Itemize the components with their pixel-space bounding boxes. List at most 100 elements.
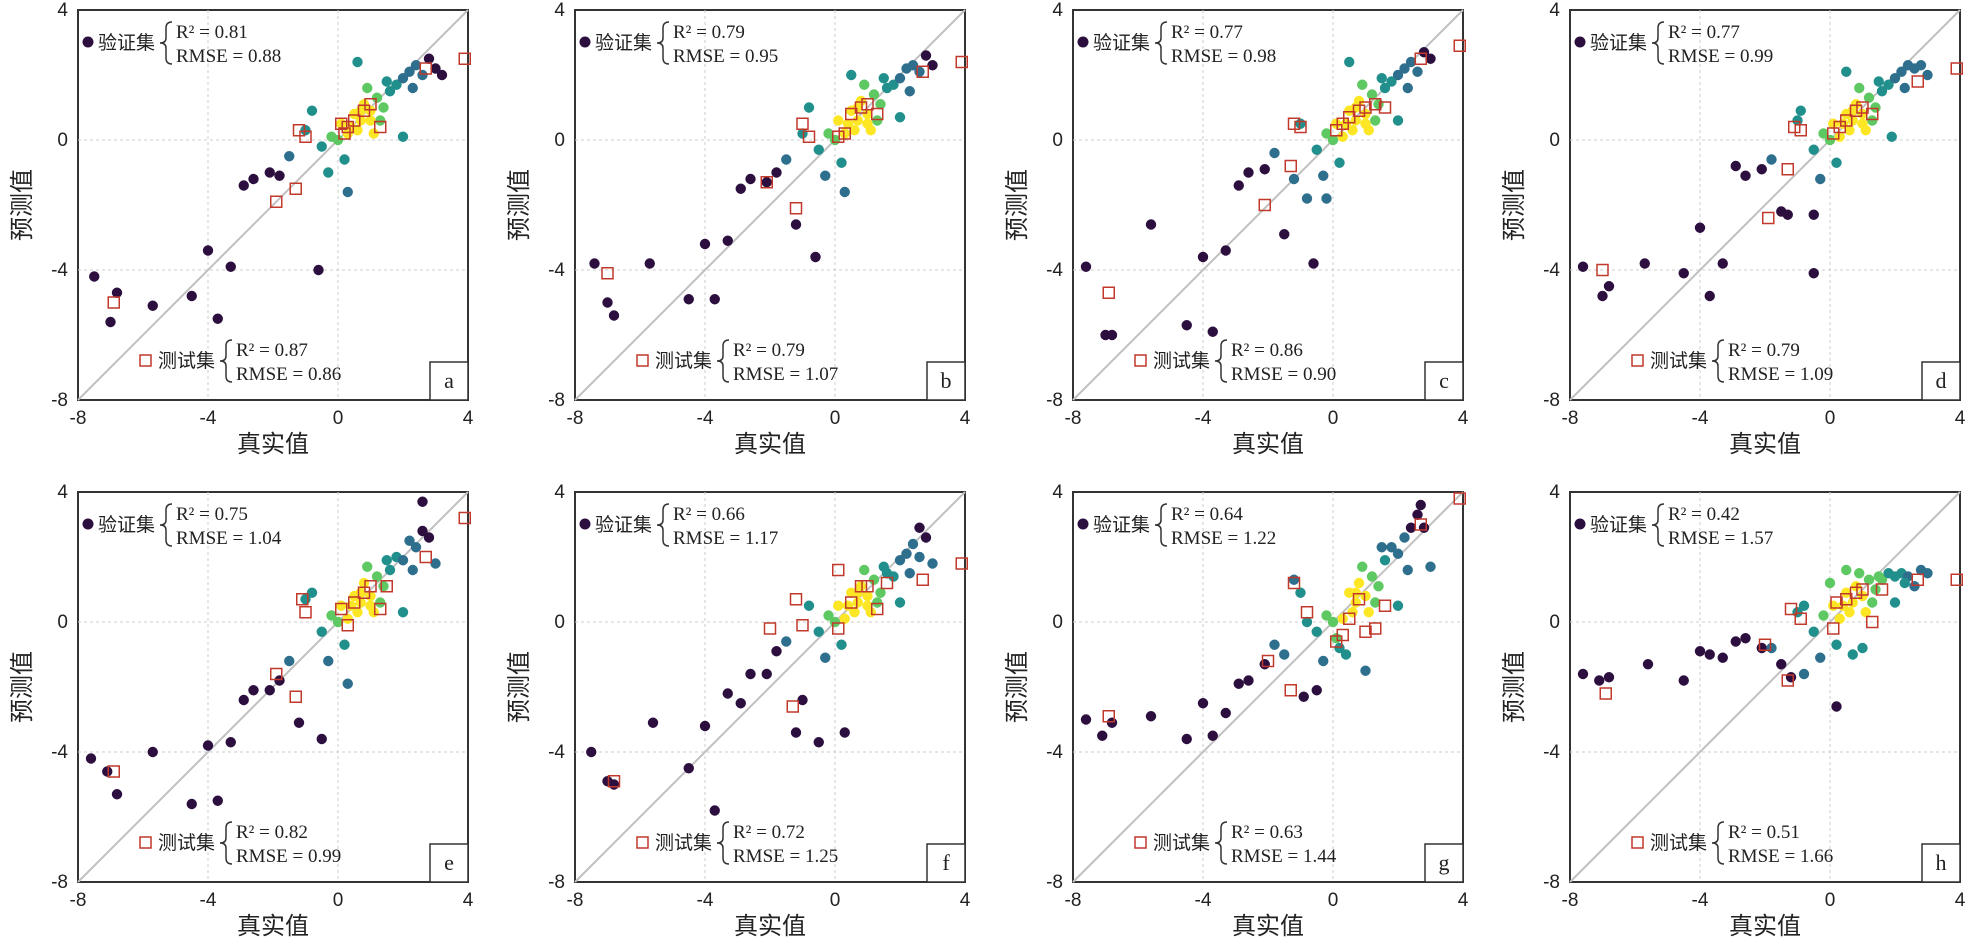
- test-point: [1359, 101, 1372, 114]
- validation-point: [105, 316, 116, 328]
- validation-point: [1197, 698, 1209, 709]
- x-tick-label: -8: [567, 408, 584, 429]
- y-tick-label: 0: [1052, 612, 1063, 633]
- test-point: [1414, 518, 1427, 531]
- validation-point: [1922, 568, 1933, 579]
- validation-rmse: RMSE = 0.99: [1668, 46, 1773, 67]
- validation-point: [342, 613, 353, 624]
- validation-point: [1831, 157, 1842, 168]
- validation-point: [797, 694, 808, 706]
- validation-point: [225, 261, 236, 272]
- validation-point: [1279, 649, 1290, 660]
- validation-point: [1347, 607, 1358, 618]
- validation-point: [868, 89, 880, 100]
- validation-legend-marker: [82, 518, 94, 530]
- test-point: [607, 775, 621, 788]
- y-axis-title: 预测值: [505, 651, 533, 723]
- validation-point: [1766, 642, 1777, 654]
- validation-point: [1730, 160, 1741, 172]
- test-point: [789, 593, 803, 606]
- validation-point: [1220, 245, 1231, 256]
- panel-letter: g: [1439, 850, 1450, 875]
- validation-point: [111, 789, 123, 800]
- validation-point: [202, 245, 214, 256]
- test-point: [861, 98, 874, 111]
- validation-point: [352, 56, 363, 68]
- validation-point: [300, 125, 311, 136]
- panel-letter-box: [926, 361, 966, 401]
- y-tick-label: 0: [1549, 612, 1560, 633]
- validation-point: [1097, 730, 1108, 741]
- x-axis-title: 真实值: [1232, 912, 1304, 940]
- validation-point: [813, 626, 824, 637]
- validation-point: [1318, 170, 1329, 181]
- test-point: [348, 596, 361, 609]
- validation-point: [875, 587, 886, 598]
- validation-legend-marker: [579, 36, 591, 48]
- test-point: [1414, 52, 1427, 65]
- test-rmse: RMSE = 0.99: [236, 846, 341, 867]
- validation-point: [859, 79, 870, 90]
- validation-point: [1344, 56, 1355, 68]
- scatter-panel-e: -8 -4 0 4 4 0 -4 -8 真实值 预测值 验证集 R² = 0.75 RMSE = 1.0…: [8, 484, 474, 940]
- y-tick-label: -4: [1543, 260, 1560, 281]
- x-tick-label: 4: [1458, 890, 1469, 911]
- scatter-panel-g: -8 -4 0 4 4 0 -4 -8 真实值 预测值 验证集 R² = 0.64 RMSE = 1.2…: [1003, 484, 1469, 940]
- x-tick-label: 4: [1458, 408, 1469, 429]
- test-point: [796, 619, 809, 632]
- validation-point: [1425, 53, 1436, 64]
- validation-point: [410, 60, 422, 71]
- validation-point: [1834, 613, 1845, 624]
- validation-point: [111, 287, 123, 298]
- validation-point: [1730, 636, 1741, 647]
- validation-point: [894, 555, 906, 566]
- test-point: [1284, 684, 1297, 697]
- validation-point: [417, 525, 428, 537]
- scatter-panel-c: -8 -4 0 4 4 0 -4 -8 真实值 预测值 验证集 R² = 0.77 RMSE = 0.9…: [1003, 2, 1469, 458]
- validation-point: [1327, 134, 1339, 146]
- validation-point: [1259, 164, 1270, 175]
- validation-point: [1318, 655, 1329, 667]
- x-axis-title: 真实值: [1729, 912, 1801, 940]
- validation-point: [823, 610, 834, 621]
- validation-point: [1360, 590, 1371, 602]
- x-tick-label: 0: [830, 408, 841, 429]
- validation-point: [1331, 633, 1342, 644]
- validation-point: [820, 170, 831, 181]
- validation-point: [1847, 649, 1858, 660]
- validation-point: [1886, 131, 1897, 142]
- legend-brace: [1154, 21, 1168, 65]
- validation-point: [1080, 261, 1092, 272]
- validation-legend-label: 验证集: [1093, 32, 1150, 54]
- validation-point: [1831, 639, 1842, 650]
- validation-point: [1357, 79, 1368, 90]
- validation-point: [894, 597, 906, 608]
- validation-point: [1334, 157, 1345, 168]
- validation-point: [323, 655, 334, 667]
- validation-point: [1818, 128, 1829, 139]
- validation-point: [1909, 581, 1920, 592]
- validation-point: [1243, 167, 1254, 178]
- test-r2: R² = 0.87: [236, 340, 308, 361]
- validation-point: [1399, 532, 1410, 543]
- validation-point: [1854, 82, 1865, 94]
- validation-point: [102, 766, 113, 777]
- validation-point: [1867, 597, 1878, 608]
- validation-point: [1863, 574, 1875, 585]
- validation-point: [839, 128, 850, 139]
- validation-point: [1844, 607, 1855, 618]
- test-point: [1369, 622, 1382, 635]
- validation-point: [1717, 652, 1728, 663]
- panel-letter: h: [1936, 850, 1947, 875]
- validation-point: [1824, 577, 1836, 589]
- validation-point: [274, 675, 285, 686]
- validation-point: [846, 69, 857, 81]
- x-tick-label: -4: [1692, 890, 1709, 911]
- test-point: [458, 52, 471, 65]
- validation-point: [1080, 714, 1092, 725]
- validation-point: [1594, 675, 1605, 686]
- validation-legend-marker: [1574, 518, 1586, 530]
- validation-point: [332, 616, 344, 628]
- validation-point: [849, 607, 860, 618]
- validation-point: [836, 157, 847, 168]
